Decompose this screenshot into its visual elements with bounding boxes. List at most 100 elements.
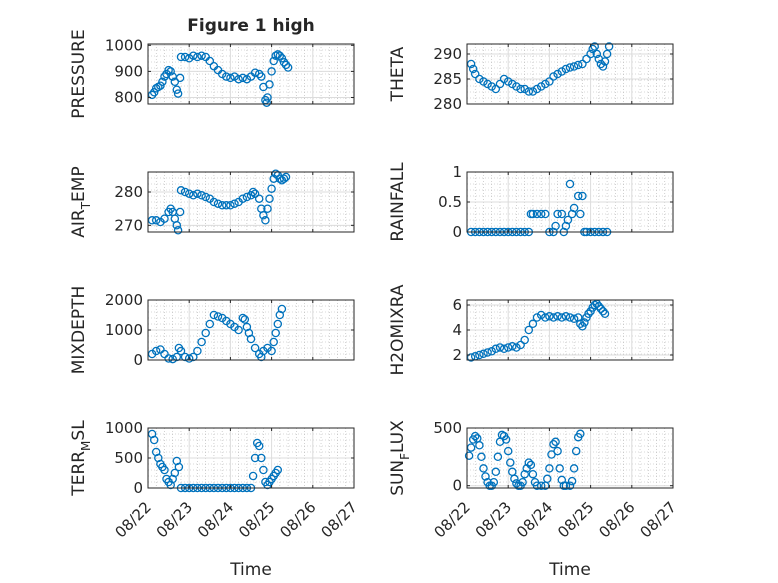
y-tick-label: 280 (114, 183, 143, 201)
y-tick-label: 0 (452, 477, 462, 495)
data-point (205, 56, 215, 66)
data-point (263, 204, 272, 213)
data-point (213, 312, 223, 321)
data-point (489, 477, 499, 487)
data-point (248, 471, 258, 481)
data-point (586, 49, 595, 59)
data-point (479, 464, 488, 473)
data-point (524, 458, 534, 467)
data-point (466, 443, 476, 452)
data-point (528, 209, 538, 219)
data-point (222, 72, 231, 81)
data-point (541, 209, 550, 219)
data-point (170, 468, 180, 478)
y-axis-label: PRESSURE (69, 29, 89, 118)
data-point (283, 63, 293, 72)
x-axis-label: Time (229, 560, 272, 580)
data-point (571, 446, 581, 456)
data-point (269, 337, 278, 347)
y-tick-label: 500 (433, 419, 462, 437)
y-tick-label: 800 (114, 88, 143, 106)
data-point (262, 98, 271, 107)
data-point (532, 209, 542, 219)
y-axis-label: MIXDEPTH (69, 286, 89, 375)
data-point (230, 199, 239, 208)
data-point (172, 85, 182, 94)
data-point (468, 64, 478, 74)
data-point (491, 467, 501, 477)
x-tick-label: 08/22 (112, 498, 155, 541)
data-point (545, 312, 554, 321)
data-point (158, 77, 167, 87)
x-tick-label: 08/26 (595, 498, 638, 541)
y-tick-label: 1 (452, 163, 462, 181)
data-point (160, 214, 169, 223)
data-point (246, 334, 256, 344)
data-point (543, 474, 552, 484)
data-point (524, 87, 534, 96)
data-point (269, 56, 278, 66)
data-point (234, 74, 243, 84)
data-point (267, 67, 276, 76)
x-tick-label: 08/25 (235, 498, 278, 541)
y-axis-label: THETA (388, 46, 408, 102)
data-point (470, 431, 480, 441)
data-point (528, 319, 538, 329)
data-point (263, 93, 272, 102)
x-tick-label: 08/23 (472, 498, 515, 541)
air-temp-subplot: 270 280 AIRTEMP (69, 166, 355, 238)
data-point (576, 429, 585, 439)
data-point (602, 49, 612, 59)
data-point (175, 73, 185, 83)
data-point (160, 72, 169, 81)
data-point (248, 187, 258, 197)
x-tick-label: 08/23 (153, 498, 196, 541)
data-point (213, 199, 223, 208)
data-point (226, 73, 235, 83)
y-tick-label: 1000 (105, 36, 143, 54)
data-point (217, 201, 227, 210)
data-point (151, 346, 161, 356)
data-point (541, 313, 550, 322)
data-point (549, 313, 558, 322)
data-point (545, 464, 554, 473)
data-point (508, 342, 517, 351)
data-point (483, 348, 492, 357)
x-tick-label: 08/27 (637, 498, 680, 541)
y-tick-label: 0 (133, 351, 143, 369)
data-point (598, 307, 608, 316)
y-tick-label: 285 (433, 70, 462, 88)
data-point (536, 209, 546, 219)
data-point (567, 476, 577, 486)
data-point (257, 72, 266, 81)
data-point (281, 172, 291, 182)
data-point (557, 313, 567, 322)
data-point (250, 453, 260, 463)
data-point (506, 458, 515, 467)
data-point (576, 209, 585, 219)
data-point (234, 325, 243, 335)
data-point (176, 186, 186, 195)
data-point (561, 481, 571, 490)
data-point (254, 69, 264, 79)
y-axis-label: H2OMIXRA (388, 284, 408, 375)
x-axis-label: Time (548, 560, 591, 580)
data-point (516, 340, 525, 350)
data-point (553, 446, 562, 456)
x-tick-label: 08/22 (431, 498, 474, 541)
data-point (209, 310, 219, 320)
data-point (193, 346, 202, 356)
data-point (598, 62, 608, 71)
data-point (180, 187, 190, 197)
data-point (259, 465, 268, 475)
data-point (470, 69, 480, 79)
data-point (193, 52, 202, 62)
pressure-subplot: 800 900 1000 PRESSURE (69, 29, 355, 119)
data-point (173, 226, 183, 235)
data-point (563, 215, 573, 225)
data-point (520, 469, 529, 479)
data-point (573, 60, 583, 70)
data-point (184, 354, 194, 363)
data-point (238, 194, 248, 203)
